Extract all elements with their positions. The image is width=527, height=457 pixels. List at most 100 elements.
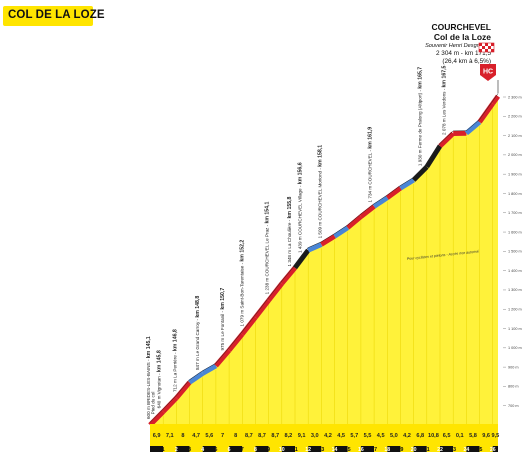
slope-segment (346, 214, 363, 230)
waypoint-place: 1 930 m Ferme de Pralong (Altiport) - (418, 89, 423, 166)
slope-segment (477, 102, 495, 124)
y-tick-label: 1 400 m (508, 269, 522, 273)
waypoint-km: km 165,7 (418, 67, 424, 89)
gradient-value: 8,2 (285, 433, 293, 439)
km-box (492, 446, 498, 452)
gradient-value: 9,5 (491, 433, 499, 439)
waypoint-label: 847 m Le Grand Carroy - km 148,8 (195, 296, 201, 370)
km-marker: 5 (214, 447, 217, 453)
km-box (176, 446, 190, 452)
gradient-band (150, 424, 498, 446)
waypoint-km: km 154,1 (265, 202, 271, 224)
summit-info: COURCHEVEL Col de la Loze Souvenir Henri… (425, 22, 491, 66)
km-box (189, 446, 203, 452)
km-box (347, 446, 361, 452)
km-marker: 4 (201, 447, 204, 453)
y-tick-label: 2 000 m (508, 153, 522, 157)
climb-title: COL DE LA LOZE (8, 9, 105, 21)
checkered-flag (491, 43, 494, 46)
km-marker: 9 (267, 447, 270, 453)
waypoint-label: 1 439 m COURCHEVEL Village - km 156,6 (298, 162, 304, 253)
km-marker: 17 (371, 447, 377, 453)
waypoint-label: 1 079 m Saint-Bon-Tarentaise - km 152,2 (240, 240, 246, 327)
km-marker: 24 (463, 447, 469, 453)
gradient-value: 5,7 (350, 433, 358, 439)
waypoint-km: km 145,1 (146, 336, 152, 358)
slope-segment (214, 348, 231, 368)
checkered-flag (488, 43, 491, 46)
y-tick-label: 2 100 m (508, 134, 522, 138)
checkered-flag (485, 46, 488, 49)
y-tick-label: 2 300 m (508, 95, 522, 99)
waypoint-label: 1 734 m COURCHEVEL - km 161,9 (367, 127, 373, 203)
slope-segment (424, 144, 443, 169)
slope-segment (320, 234, 336, 247)
km-marker: 21 (424, 447, 430, 453)
checkered-flag (479, 49, 482, 52)
waypoint-place: 600 m BRIDES-LES-BAINS - (146, 358, 151, 419)
slope-segment (359, 204, 376, 219)
checkered-flag (482, 43, 485, 46)
checkered-flag (482, 49, 485, 52)
km-marker: 25 (477, 447, 483, 453)
checkered-flag (485, 43, 488, 46)
km-box (387, 446, 401, 452)
base-band: 6,9 7,1 8 4,7 5,6 7 8 8,7 8,7 8,7 8,2 9,1 3,0 4,2 4,5 5… (150, 424, 499, 453)
km-box (295, 446, 309, 452)
hc-badge (480, 64, 496, 81)
slope-segment (464, 120, 482, 136)
waypoint-km: km 148,8 (195, 296, 201, 318)
checkered-flag (491, 46, 494, 49)
waypoint-place: 1 348 m La Choulière - (287, 218, 292, 266)
waypoint-place: 1 079 m Saint-Bon-Tarentaise - (240, 262, 245, 327)
km-marker: 20 (411, 447, 417, 453)
km-marker: 8 (254, 447, 257, 453)
slope-segment (174, 380, 192, 400)
km-box (321, 446, 335, 452)
title-badge (3, 6, 93, 26)
waypoint-km: km 155,8 (287, 196, 293, 218)
waypoint-label: 2 078 m Les Verdons - km 167,5 (441, 65, 447, 135)
km-box (453, 446, 467, 452)
gradient-value: 6,9 (153, 433, 161, 439)
summit-name-1: COURCHEVEL (431, 22, 491, 32)
slope-segment (227, 332, 245, 352)
checkered-flag (488, 49, 491, 52)
waypoint-km: km 145,8 (157, 350, 163, 372)
waypoint-label: 600 m BRIDES-LES-BAINS - km 145,1 (146, 336, 152, 419)
waypoint-place: 2 078 m Les Verdons - (441, 87, 446, 135)
slope-segment (399, 177, 415, 191)
waypoint-label: 1 348 m La Choulière - km 155,8 (287, 196, 293, 266)
gradient-value: 4,2 (324, 433, 332, 439)
y-tick-label: 900 m (508, 365, 519, 369)
km-box (255, 446, 269, 452)
gradient-value: 5,8 (469, 433, 477, 439)
waypoint-label: 1 930 m Ferme de Pralong (Altiport) - km… (418, 67, 424, 166)
km-box (440, 446, 454, 452)
gradient-value: 3,0 (311, 433, 319, 439)
checkered-flag-border (478, 42, 495, 53)
waypoint-label: Pied du col (151, 392, 156, 415)
km-box (202, 446, 216, 452)
slope-segment (372, 195, 389, 209)
km-box (400, 446, 414, 452)
gradient-value: 4,5 (377, 433, 385, 439)
km-box (242, 446, 256, 452)
waypoint-place: 847 m Le Grand Carroy - (195, 318, 200, 370)
slope-segments (148, 93, 501, 427)
gradient-value: 4,5 (337, 433, 345, 439)
waypoint-place: 640 m Vignotan - (157, 372, 162, 408)
summit-name-2: Col de la Loze (433, 32, 491, 42)
waypoint-km: km 161,9 (367, 127, 373, 149)
km-box (268, 446, 282, 452)
slope-segment (201, 363, 218, 376)
waypoint-km: km 146,8 (172, 329, 178, 351)
waypoint-place: 1 734 m COURCHEVEL - (367, 149, 372, 203)
y-tick-label: 800 m (508, 385, 519, 389)
gradient-value: 8,7 (258, 433, 266, 439)
waypoint-km: km 167,5 (441, 65, 447, 87)
slope-segment (161, 396, 179, 414)
km-box (281, 446, 295, 452)
